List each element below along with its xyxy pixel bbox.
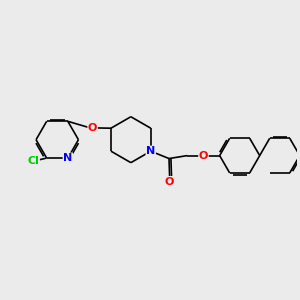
Text: O: O xyxy=(88,123,97,133)
Text: Cl: Cl xyxy=(28,156,39,166)
Text: N: N xyxy=(63,153,73,163)
Text: O: O xyxy=(165,176,174,187)
Text: N: N xyxy=(146,146,155,156)
Text: O: O xyxy=(199,151,208,160)
